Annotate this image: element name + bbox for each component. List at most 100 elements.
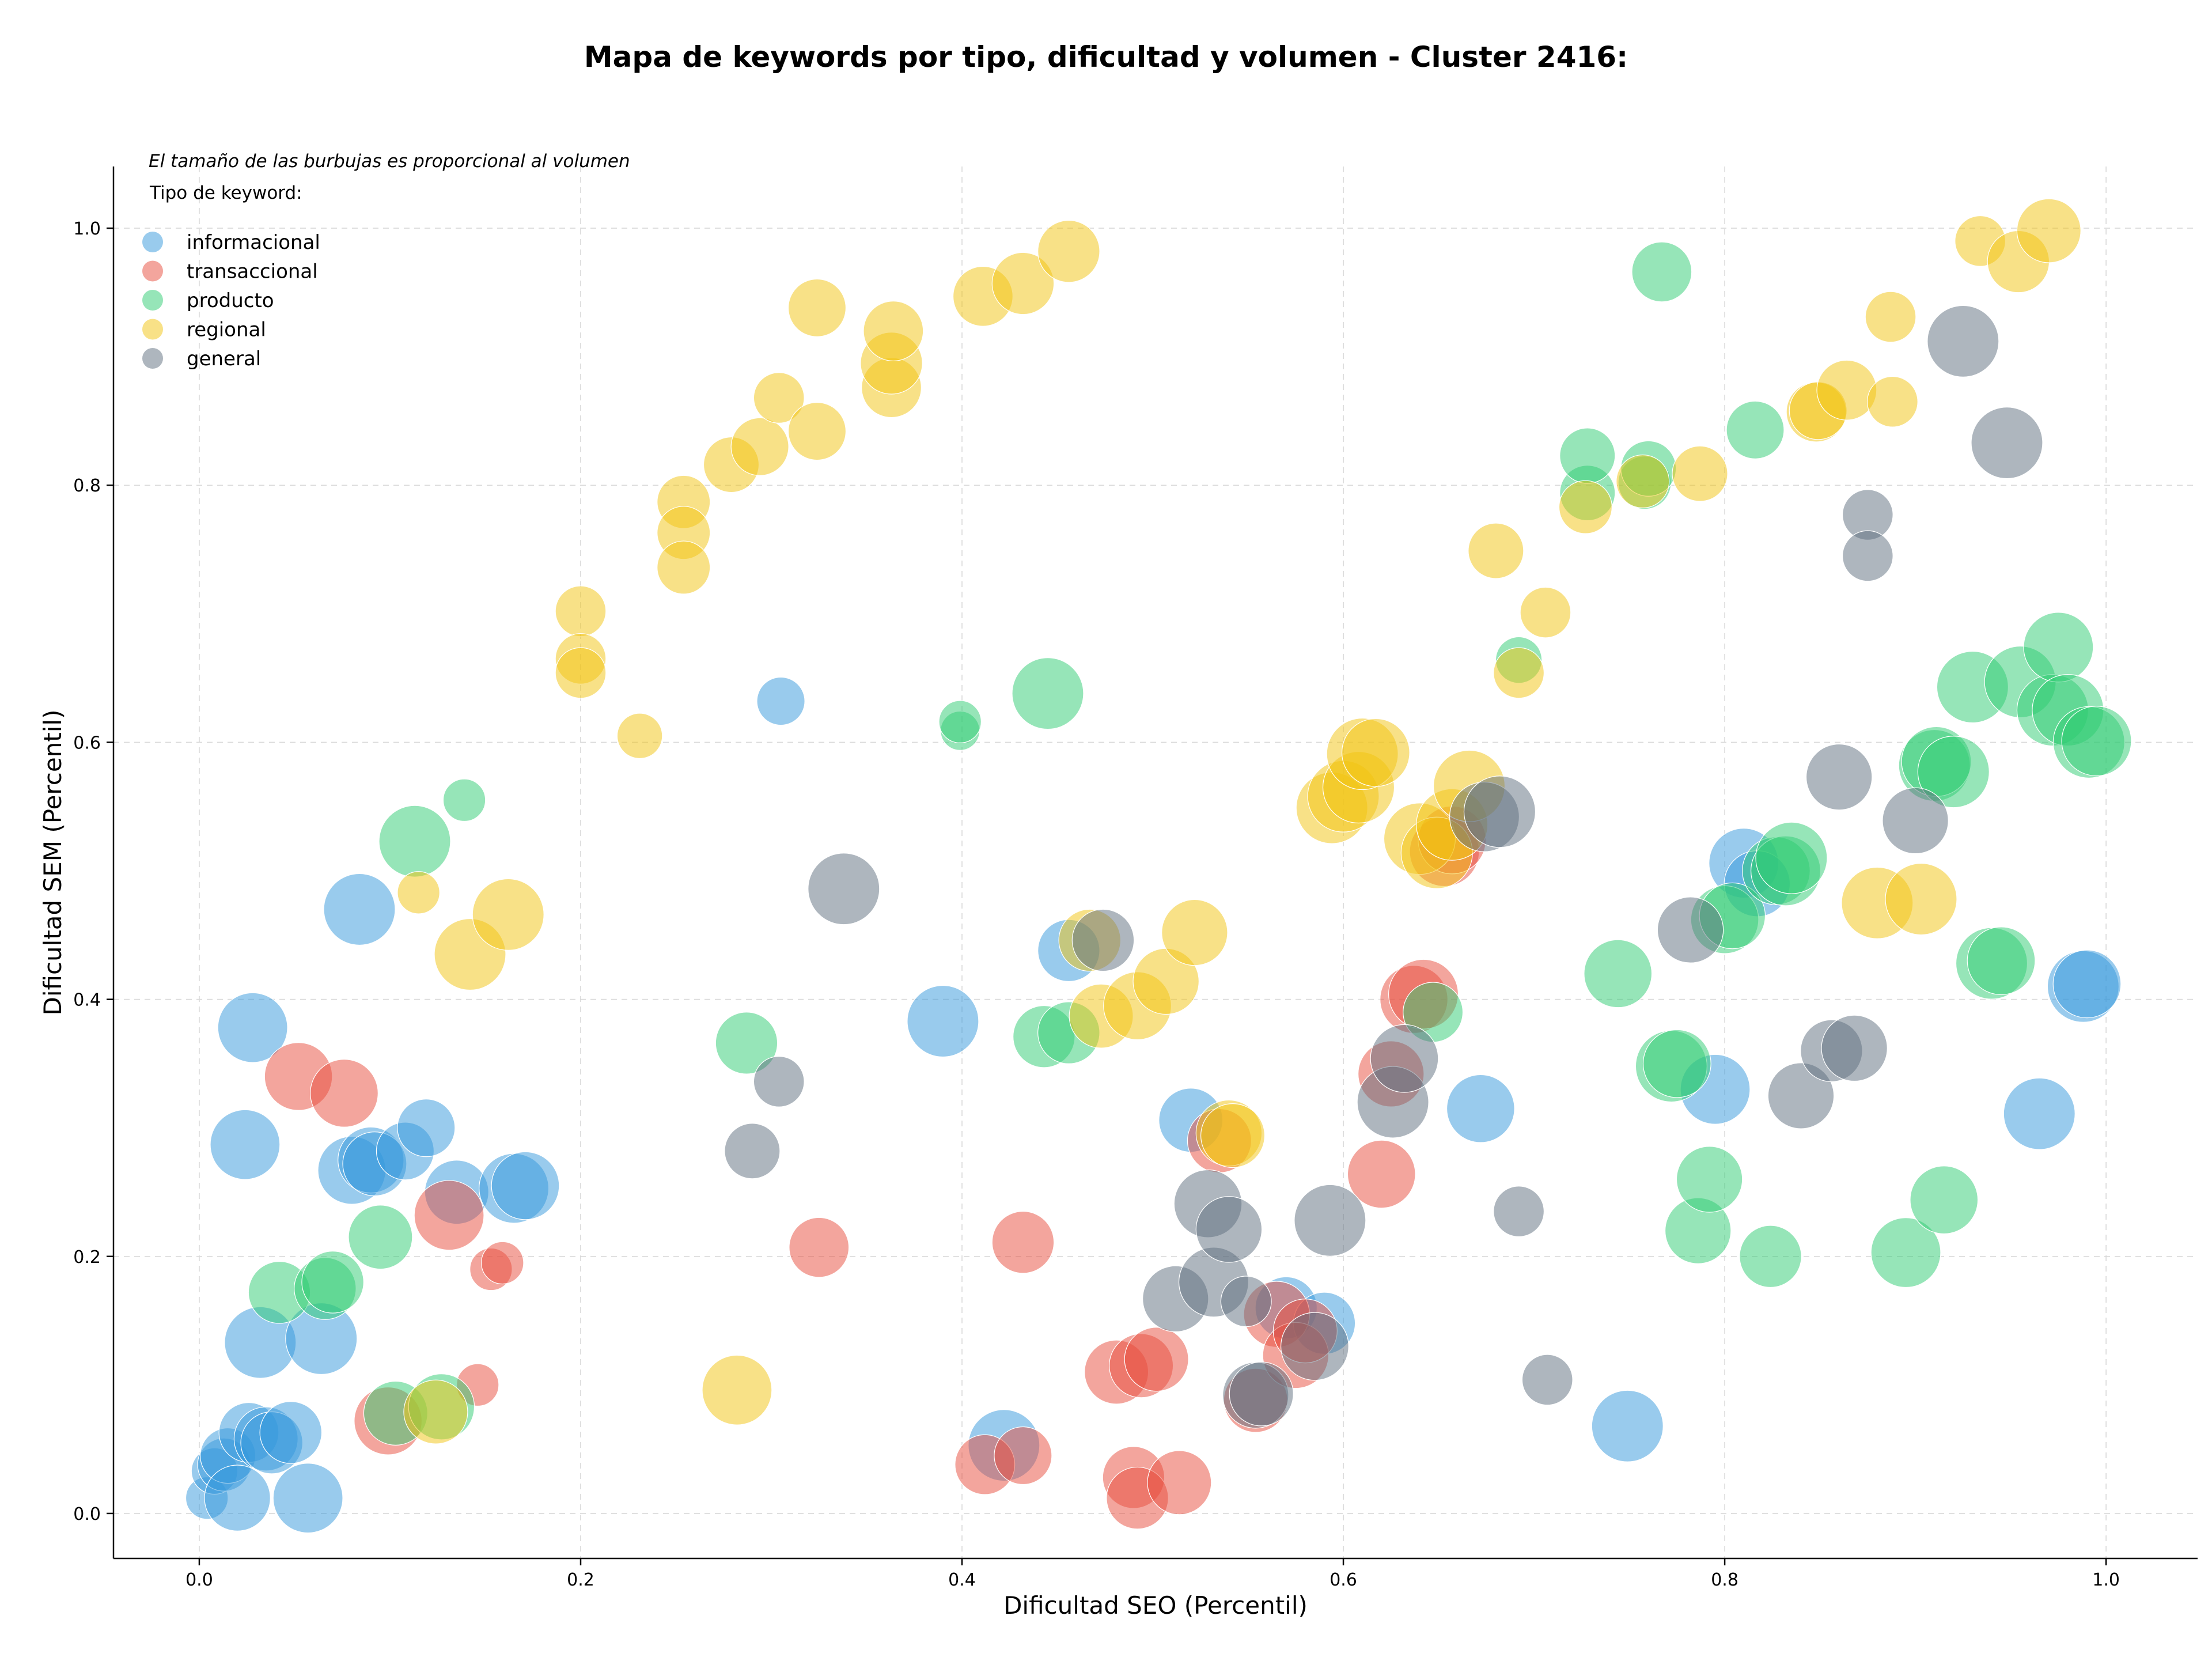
legend-title: Tipo de keyword: bbox=[149, 183, 302, 203]
regional-bubble bbox=[1865, 291, 1916, 343]
regional-bubble bbox=[2016, 198, 2081, 263]
y-tick-label: 0.0 bbox=[73, 1504, 101, 1524]
producto-bubble bbox=[715, 1012, 778, 1074]
regional-bubble bbox=[403, 1379, 468, 1444]
producto-bubble bbox=[378, 805, 451, 877]
general-bubble bbox=[1294, 1184, 1366, 1257]
legend-label-general: general bbox=[187, 347, 261, 370]
producto-bubble bbox=[1676, 1146, 1743, 1213]
informacional-bubble bbox=[907, 985, 979, 1058]
regional-bubble bbox=[1200, 1103, 1266, 1168]
regional-bubble bbox=[863, 301, 924, 362]
informacional-bubble bbox=[491, 1151, 560, 1220]
x-ticks: 0.0 0.2 0.4 0.6 0.8 1.0 bbox=[185, 1558, 2120, 1590]
regional-bubble bbox=[1866, 376, 1918, 427]
general-bubble bbox=[1805, 743, 1873, 811]
transaccional-bubble bbox=[1347, 1140, 1416, 1209]
x-tick-label: 0.0 bbox=[185, 1570, 213, 1590]
general-bubble bbox=[1229, 1361, 1294, 1427]
producto-bubble bbox=[1584, 939, 1653, 1008]
x-tick-label: 0.2 bbox=[567, 1570, 594, 1590]
producto-bubble bbox=[301, 1251, 364, 1314]
regional-bubble bbox=[702, 1354, 772, 1425]
legend: informacional transaccional producto region… bbox=[142, 231, 320, 370]
producto-bubble bbox=[2061, 706, 2132, 777]
transaccional-bubble bbox=[994, 1426, 1052, 1485]
informacional-bubble bbox=[2052, 949, 2122, 1019]
regional-bubble bbox=[787, 402, 847, 461]
y-ticks: 0.0 0.2 0.4 0.6 0.8 1.0 bbox=[73, 219, 113, 1524]
producto-bubble bbox=[2023, 612, 2094, 683]
series-general bbox=[724, 305, 2043, 1429]
general-bubble bbox=[1521, 1354, 1573, 1406]
regional-bubble bbox=[787, 278, 847, 337]
legend-label-transaccional: transaccional bbox=[187, 260, 318, 283]
general-bubble bbox=[1927, 305, 1999, 377]
legend-label-informacional: informacional bbox=[187, 231, 320, 254]
general-bubble bbox=[1071, 909, 1135, 972]
general-bubble bbox=[1971, 407, 2043, 479]
regional-bubble bbox=[1037, 220, 1100, 283]
regional-bubble bbox=[1493, 647, 1545, 699]
informacional-bubble bbox=[756, 676, 805, 726]
general-bubble bbox=[724, 1123, 781, 1179]
x-tick-label: 1.0 bbox=[2092, 1570, 2120, 1590]
regional-bubble bbox=[753, 372, 805, 423]
informacional-bubble bbox=[210, 1109, 281, 1180]
bubble-layer bbox=[185, 198, 2132, 1534]
transaccional-bubble bbox=[1124, 1327, 1189, 1392]
regional-bubble bbox=[1672, 445, 1728, 502]
regional-bubble bbox=[555, 585, 607, 637]
transaccional-bubble bbox=[310, 1059, 378, 1127]
producto-bubble bbox=[938, 700, 982, 744]
general-bubble bbox=[808, 853, 880, 925]
producto-bubble bbox=[1012, 657, 1084, 730]
regional-bubble bbox=[1468, 523, 1524, 579]
legend-marker-regional bbox=[142, 319, 163, 340]
transaccional-bubble bbox=[1147, 1450, 1212, 1515]
regional-bubble bbox=[1341, 718, 1410, 787]
regional-bubble bbox=[657, 540, 711, 595]
regional-bubble bbox=[1520, 587, 1571, 638]
y-tick-label: 0.2 bbox=[73, 1247, 101, 1267]
general-bubble bbox=[1463, 775, 1536, 848]
general-bubble bbox=[1370, 1024, 1439, 1093]
informacional-bubble bbox=[323, 873, 396, 946]
regional-bubble bbox=[1161, 899, 1228, 966]
x-tick-label: 0.8 bbox=[1711, 1570, 1738, 1590]
y-axis-label: Dificultad SEM (Percentil) bbox=[39, 710, 67, 1016]
informacional-bubble bbox=[204, 1465, 271, 1531]
producto-bubble bbox=[1755, 822, 1828, 894]
producto-bubble bbox=[348, 1205, 413, 1270]
x-axis-label: Dificultad SEO (Percentil) bbox=[1003, 1591, 1308, 1620]
legend-marker-producto bbox=[142, 290, 163, 311]
legend-marker-transaccional bbox=[142, 260, 163, 282]
transaccional-bubble bbox=[414, 1180, 484, 1251]
general-bubble bbox=[1220, 1276, 1272, 1327]
legend-marker-general bbox=[142, 348, 163, 369]
producto-bubble bbox=[1559, 427, 1616, 484]
general-bubble bbox=[1821, 1015, 1888, 1082]
producto-bubble bbox=[1739, 1225, 1802, 1288]
producto-bubble bbox=[1726, 400, 1785, 459]
informacional-bubble bbox=[1591, 1390, 1664, 1462]
regional-bubble bbox=[397, 871, 440, 914]
producto-bubble bbox=[442, 778, 486, 822]
regional-bubble bbox=[991, 252, 1055, 315]
informacional-bubble bbox=[217, 992, 288, 1063]
y-tick-label: 1.0 bbox=[73, 219, 101, 239]
producto-bubble bbox=[1917, 736, 1990, 808]
regional-bubble bbox=[555, 647, 607, 699]
producto-bubble bbox=[1631, 241, 1692, 302]
producto-bubble bbox=[1870, 1217, 1941, 1288]
transaccional-bubble bbox=[789, 1217, 850, 1278]
general-bubble bbox=[1280, 1312, 1349, 1381]
regional-bubble bbox=[1616, 454, 1670, 509]
legend-label-regional: regional bbox=[187, 319, 266, 342]
informacional-bubble bbox=[272, 1463, 343, 1534]
series-regional bbox=[397, 198, 2081, 1444]
informacional-bubble bbox=[2003, 1077, 2075, 1150]
general-bubble bbox=[1842, 530, 1893, 582]
regional-bubble bbox=[1885, 862, 1957, 936]
